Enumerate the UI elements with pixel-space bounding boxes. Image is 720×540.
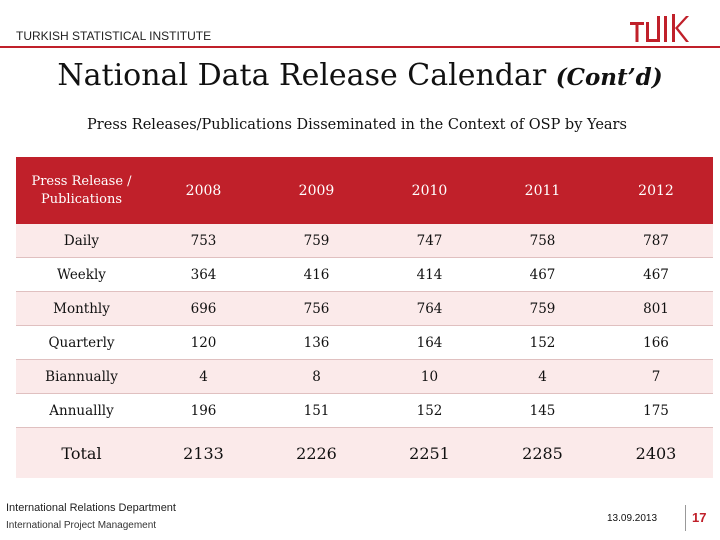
table-cell: 416 [260, 257, 373, 292]
table-cell: 364 [147, 257, 260, 292]
total-cell: 2251 [373, 427, 486, 478]
row-label: Quarterly [16, 325, 147, 360]
table-cell: 801 [599, 291, 713, 326]
table-cell: 759 [260, 224, 373, 258]
table-cell: 756 [260, 291, 373, 326]
table-cell: 759 [486, 291, 599, 326]
total-cell: 2403 [599, 427, 713, 478]
table-cell: 8 [260, 359, 373, 394]
total-cell: 2226 [260, 427, 373, 478]
table-cell: 152 [373, 393, 486, 428]
table-cell: 764 [373, 291, 486, 326]
column-header-year: 2009 [260, 157, 373, 224]
row-label: Daily [16, 224, 147, 258]
header-divider [0, 46, 720, 48]
column-header-year: 2012 [599, 157, 713, 224]
table-caption: Press Releases/Publications Disseminated… [87, 117, 627, 133]
table-cell: 166 [599, 325, 713, 360]
footer-date: 13.09.2013 [607, 513, 658, 524]
page-title: National Data Release Calendar (Cont’d) [0, 58, 720, 93]
table-cell: 467 [486, 257, 599, 292]
table-cell: 164 [373, 325, 486, 360]
column-header-label: Press Release / Publications [16, 157, 147, 224]
table-row: Daily 753 759 747 758 787 [16, 224, 713, 258]
table-cell: 787 [599, 224, 713, 258]
column-header-year: 2011 [486, 157, 599, 224]
column-header-year: 2008 [147, 157, 260, 224]
page-title-suffix: (Cont’d) [555, 64, 663, 91]
table-cell: 753 [147, 224, 260, 258]
table-row: Biannually 4 8 10 4 7 [16, 359, 713, 394]
table-cell: 758 [486, 224, 599, 258]
row-label: Weekly [16, 257, 147, 292]
table-cell: 7 [599, 359, 713, 394]
table-cell: 414 [373, 257, 486, 292]
tuik-logo [630, 14, 689, 42]
footer-unit: International Project Management [6, 520, 157, 531]
table-cell: 196 [147, 393, 260, 428]
row-label: Biannually [16, 359, 147, 394]
row-label: Monthly [16, 291, 147, 326]
release-table: Press Release / Publications 2008 2009 2… [16, 157, 713, 478]
table-cell: 747 [373, 224, 486, 258]
table-cell: 175 [599, 393, 713, 428]
page-number: 17 [692, 510, 707, 525]
total-cell: 2285 [486, 427, 599, 478]
column-header-year: 2010 [373, 157, 486, 224]
page-title-main: National Data Release Calendar [57, 58, 547, 93]
total-row: Total 2133 2226 2251 2285 2403 [16, 427, 713, 478]
table-header-row: Press Release / Publications 2008 2009 2… [16, 157, 713, 224]
total-label: Total [16, 427, 147, 478]
row-label: Annuallly [16, 393, 147, 428]
table-cell: 151 [260, 393, 373, 428]
table-cell: 10 [373, 359, 486, 394]
table-row: Annuallly 196 151 152 145 175 [16, 393, 713, 428]
table-cell: 152 [486, 325, 599, 360]
table-cell: 145 [486, 393, 599, 428]
table-cell: 4 [486, 359, 599, 394]
footer-divider [685, 505, 686, 531]
table-row: Quarterly 120 136 164 152 166 [16, 325, 713, 360]
footer-department: International Relations Department [6, 502, 176, 514]
table-row: Monthly 696 756 764 759 801 [16, 291, 713, 326]
total-cell: 2133 [147, 427, 260, 478]
organization-name: TURKISH STATISTICAL INSTITUTE [16, 29, 212, 43]
table-cell: 136 [260, 325, 373, 360]
table-cell: 467 [599, 257, 713, 292]
table-cell: 696 [147, 291, 260, 326]
table-cell: 4 [147, 359, 260, 394]
table-row: Weekly 364 416 414 467 467 [16, 257, 713, 292]
table-cell: 120 [147, 325, 260, 360]
